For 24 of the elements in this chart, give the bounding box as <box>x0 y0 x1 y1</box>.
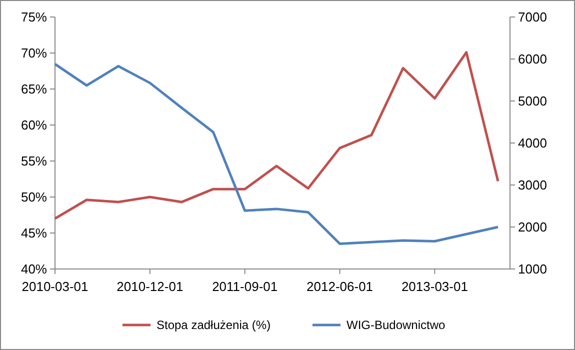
line-series <box>54 62 500 246</box>
x-tick-label: 2011-09-01 <box>212 279 278 294</box>
y-tick-label: 45% <box>20 226 48 241</box>
y-tick-label: 65% <box>20 82 48 97</box>
y-tick-label: 70% <box>20 46 48 61</box>
y-tick-label: 75% <box>20 10 48 25</box>
y2-tick-label: 5000 <box>518 94 547 109</box>
x-tick-label: 2010-12-01 <box>116 279 184 294</box>
y2-tick-label: 3000 <box>518 178 547 193</box>
y2-tick-label: 4000 <box>518 136 547 151</box>
x-tick-label: 2010-03-01 <box>22 279 88 294</box>
y2-tick-label: 6000 <box>518 52 547 67</box>
y2-tick-label: 1000 <box>518 262 547 277</box>
line-series <box>54 51 500 220</box>
x-tick-label: 2012-06-01 <box>306 279 374 294</box>
legend-label: Stopa zadłużenia (%) <box>156 318 271 332</box>
legend-label: WIG-Budownictwo <box>346 318 446 332</box>
y-tick-label: 55% <box>20 154 48 169</box>
y-tick-label: 40% <box>20 262 48 277</box>
y-tick-label: 50% <box>20 190 48 205</box>
y2-tick-label: 7000 <box>518 10 547 25</box>
x-tick-label: 2013-03-01 <box>401 279 468 294</box>
y-tick-label: 60% <box>20 118 48 133</box>
y2-tick-label: 2000 <box>518 220 547 235</box>
